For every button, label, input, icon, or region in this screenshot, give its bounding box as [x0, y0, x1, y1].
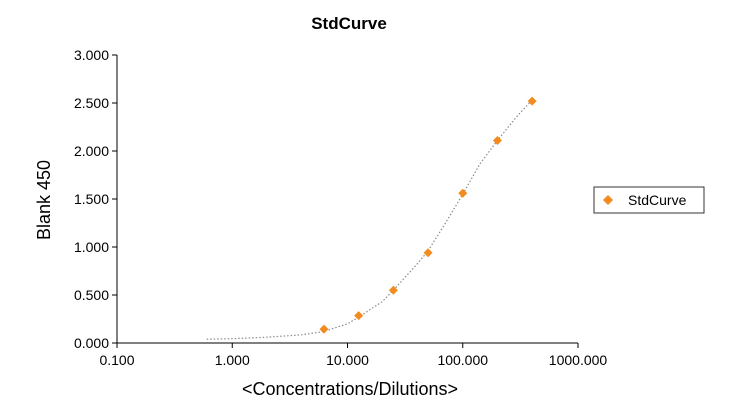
- data-point: [388, 285, 398, 295]
- y-axis-title: Blank 450: [34, 160, 54, 240]
- data-point: [458, 188, 468, 198]
- data-point: [319, 324, 329, 334]
- x-tick-label: 10.000: [326, 352, 369, 368]
- data-point: [354, 311, 364, 321]
- x-tick-label: 100.000: [437, 352, 488, 368]
- legend-label: StdCurve: [628, 192, 687, 208]
- x-tick-label: 0.100: [99, 352, 134, 368]
- y-tick-label: 0.000: [74, 335, 109, 351]
- data-point: [527, 96, 537, 106]
- x-axis-title: <Concentrations/Dilutions>: [242, 379, 458, 399]
- y-tick-label: 3.000: [74, 47, 109, 63]
- data-point: [423, 248, 433, 258]
- fit-curve-layer: [206, 99, 533, 340]
- legend-marker-diamond: [603, 195, 613, 205]
- x-tick-label: 1.000: [215, 352, 250, 368]
- fit-curve-line: [206, 99, 533, 340]
- y-tick-label: 1.000: [74, 239, 109, 255]
- y-tick-label: 1.500: [74, 191, 109, 207]
- data-point: [492, 135, 502, 145]
- x-tick-label: 1000.000: [549, 352, 608, 368]
- chart-title: StdCurve: [311, 14, 387, 33]
- y-tick-label: 0.500: [74, 287, 109, 303]
- legend: StdCurve: [593, 186, 705, 214]
- y-tick-label: 2.000: [74, 143, 109, 159]
- data-points-layer: [319, 96, 537, 334]
- y-tick-label: 2.500: [74, 95, 109, 111]
- axes-layer: 0.000 0.500 1.000 1.500 2.000 2.500 3.000 0.100…: [74, 47, 607, 368]
